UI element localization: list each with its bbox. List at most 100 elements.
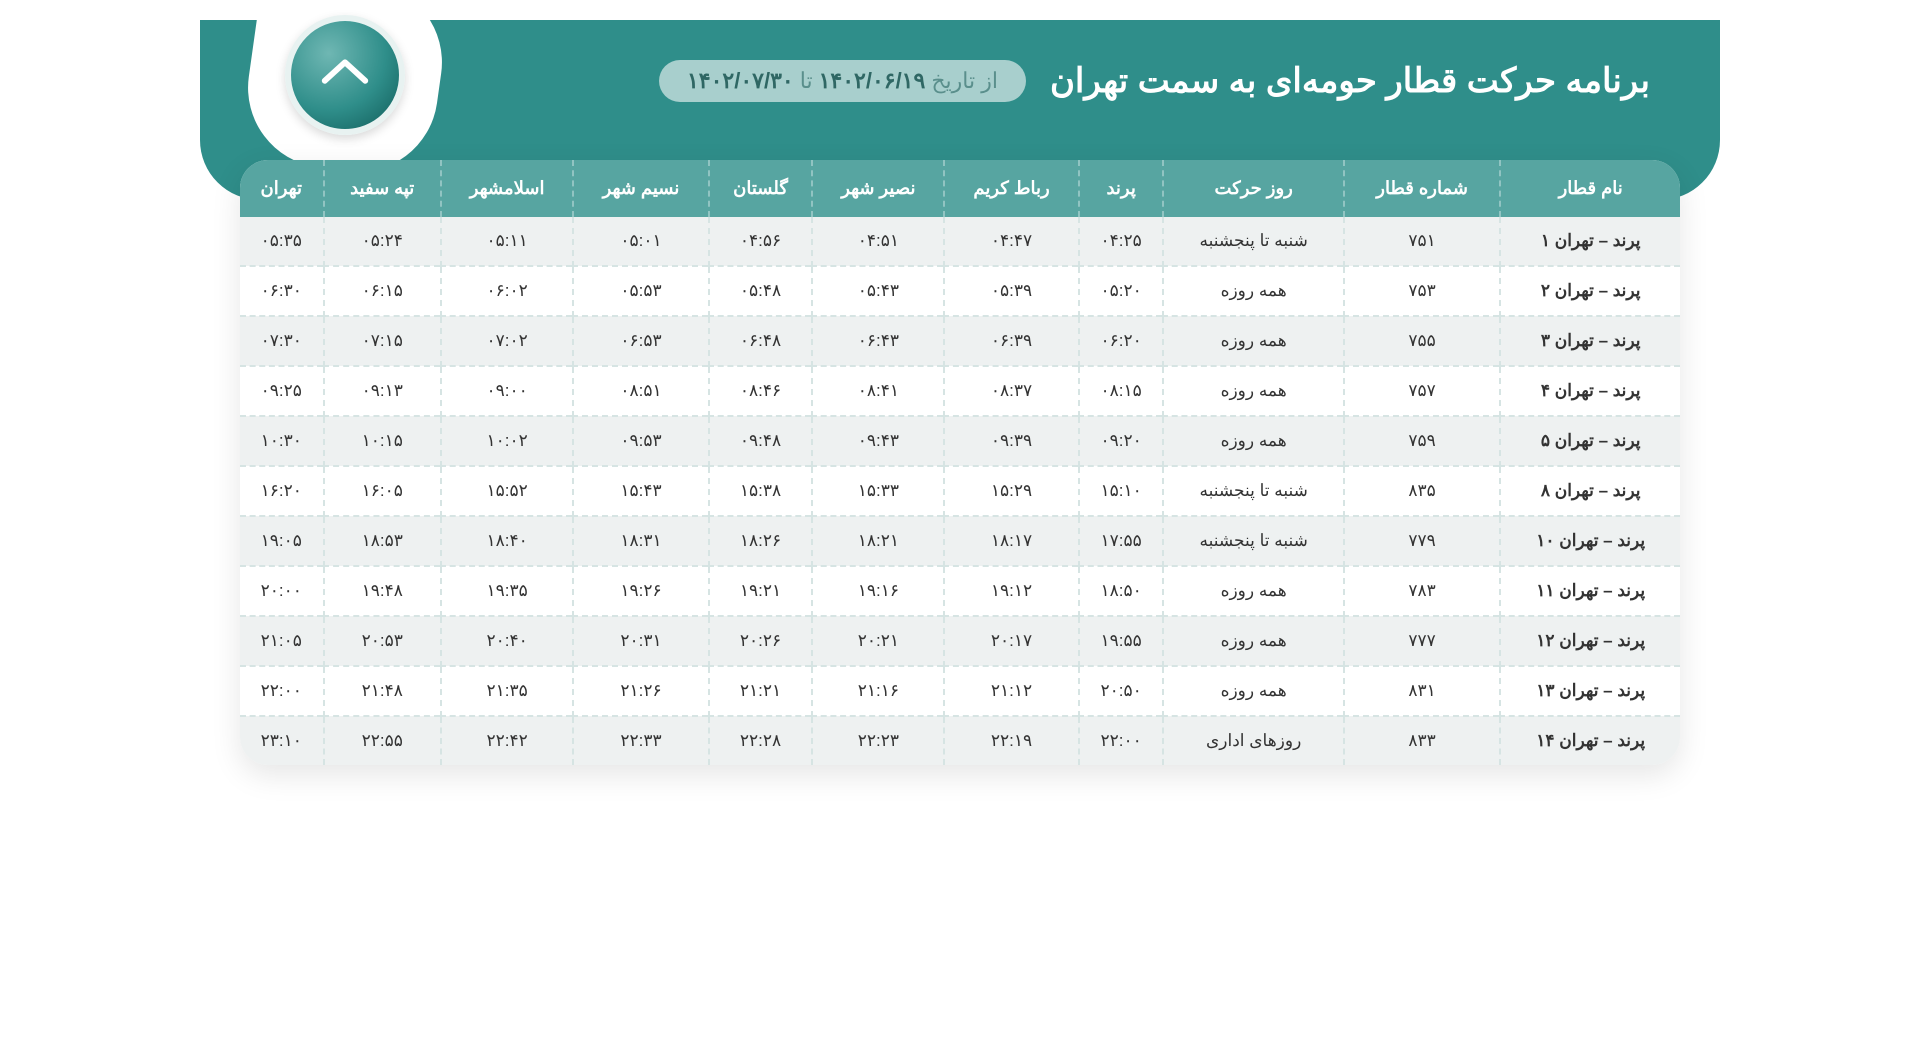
- table-cell: ۰۹:۴۸: [709, 416, 813, 466]
- table-cell: ۰۸:۳۷: [944, 366, 1079, 416]
- table-cell: ۰۴:۵۱: [812, 217, 944, 266]
- table-cell: ۰۵:۲۴: [324, 217, 441, 266]
- table-cell: ۷۵۷: [1344, 366, 1501, 416]
- table-cell: ۲۰:۵۰: [1079, 666, 1164, 716]
- table-cell: ۱۹:۰۵: [240, 516, 324, 566]
- table-cell: همه روزه: [1163, 366, 1343, 416]
- table-cell: ۲۲:۵۵: [324, 716, 441, 765]
- column-header: پرند: [1079, 160, 1164, 217]
- table-cell: ۸۳۵: [1344, 466, 1501, 516]
- table-cell: ۱۶:۲۰: [240, 466, 324, 516]
- table-cell: ۰۵:۳۵: [240, 217, 324, 266]
- column-header: نسیم شهر: [573, 160, 708, 217]
- table-row: پرند – تهران ۱۰۷۷۹شنبه تا پنجشنبه۱۷:۵۵۱۸…: [240, 516, 1680, 566]
- table-head: نام قطارشماره قطارروز حرکتپرندرباط کریمن…: [240, 160, 1680, 217]
- schedule-card: نام قطارشماره قطارروز حرکتپرندرباط کریمن…: [240, 160, 1680, 765]
- column-header: شماره قطار: [1344, 160, 1501, 217]
- table-cell: ۱۸:۲۶: [709, 516, 813, 566]
- table-cell: ۰۸:۴۶: [709, 366, 813, 416]
- column-header: رباط کریم: [944, 160, 1079, 217]
- table-cell: ۲۱:۴۸: [324, 666, 441, 716]
- table-cell: ۰۷:۳۰: [240, 316, 324, 366]
- table-cell: ۲۲:۳۳: [573, 716, 708, 765]
- table-cell: ۰۵:۵۳: [573, 266, 708, 316]
- table-cell: همه روزه: [1163, 266, 1343, 316]
- table-cell: ۰۶:۱۵: [324, 266, 441, 316]
- table-cell: ۰۶:۴۸: [709, 316, 813, 366]
- table-cell: ۱۹:۱۲: [944, 566, 1079, 616]
- table-cell: ۱۹:۳۵: [441, 566, 573, 616]
- table-cell: ۱۵:۱۰: [1079, 466, 1164, 516]
- date-from: ۱۴۰۲/۰۶/۱۹: [819, 68, 926, 94]
- schedule-table: نام قطارشماره قطارروز حرکتپرندرباط کریمن…: [240, 160, 1680, 765]
- table-cell: ۲۲:۲۳: [812, 716, 944, 765]
- column-header: تپه سفید: [324, 160, 441, 217]
- table-cell: ۷۷۷: [1344, 616, 1501, 666]
- table-cell: ۰۵:۴۳: [812, 266, 944, 316]
- table-cell: همه روزه: [1163, 616, 1343, 666]
- table-cell: پرند – تهران ۵: [1500, 416, 1680, 466]
- column-header: روز حرکت: [1163, 160, 1343, 217]
- table-cell: ۰۸:۵۱: [573, 366, 708, 416]
- table-cell: پرند – تهران ۱۰: [1500, 516, 1680, 566]
- column-header: نام قطار: [1500, 160, 1680, 217]
- table-cell: ۱۷:۵۵: [1079, 516, 1164, 566]
- table-cell: ۱۵:۴۳: [573, 466, 708, 516]
- table-cell: ۰۹:۲۰: [1079, 416, 1164, 466]
- table-cell: ۰۴:۴۷: [944, 217, 1079, 266]
- table-cell: ۰۵:۰۱: [573, 217, 708, 266]
- table-cell: همه روزه: [1163, 566, 1343, 616]
- table-row: پرند – تهران ۱۷۵۱شنبه تا پنجشنبه۰۴:۲۵۰۴:…: [240, 217, 1680, 266]
- table-cell: ۲۱:۱۶: [812, 666, 944, 716]
- table-row: پرند – تهران ۴۷۵۷همه روزه۰۸:۱۵۰۸:۳۷۰۸:۴۱…: [240, 366, 1680, 416]
- table-cell: ۱۸:۵۳: [324, 516, 441, 566]
- table-cell: ۱۵:۳۳: [812, 466, 944, 516]
- table-cell: پرند – تهران ۱۳: [1500, 666, 1680, 716]
- table-cell: ۰۶:۳۰: [240, 266, 324, 316]
- table-cell: ۷۵۹: [1344, 416, 1501, 466]
- table-cell: ۱۹:۱۶: [812, 566, 944, 616]
- table-cell: پرند – تهران ۴: [1500, 366, 1680, 416]
- table-cell: ۰۴:۵۶: [709, 217, 813, 266]
- table-cell: همه روزه: [1163, 416, 1343, 466]
- table-cell: ۰۵:۳۹: [944, 266, 1079, 316]
- table-row: پرند – تهران ۱۲۷۷۷همه روزه۱۹:۵۵۲۰:۱۷۲۰:۲…: [240, 616, 1680, 666]
- column-header: نصیر شهر: [812, 160, 944, 217]
- table-cell: ۱۰:۰۲: [441, 416, 573, 466]
- table-cell: ۰۵:۱۱: [441, 217, 573, 266]
- table-row: پرند – تهران ۸۸۳۵شنبه تا پنجشنبه۱۵:۱۰۱۵:…: [240, 466, 1680, 516]
- table-row: پرند – تهران ۱۱۷۸۳همه روزه۱۸:۵۰۱۹:۱۲۱۹:۱…: [240, 566, 1680, 616]
- table-cell: پرند – تهران ۳: [1500, 316, 1680, 366]
- table-cell: پرند – تهران ۲: [1500, 266, 1680, 316]
- table-cell: پرند – تهران ۱۴: [1500, 716, 1680, 765]
- table-cell: همه روزه: [1163, 666, 1343, 716]
- table-cell: ۲۰:۴۰: [441, 616, 573, 666]
- table-cell: ۱۹:۲۶: [573, 566, 708, 616]
- table-cell: ۰۶:۰۲: [441, 266, 573, 316]
- table-row: پرند – تهران ۱۳۸۳۱همه روزه۲۰:۵۰۲۱:۱۲۲۱:۱…: [240, 666, 1680, 716]
- table-cell: ۰۸:۴۱: [812, 366, 944, 416]
- table-cell: ۰۷:۰۲: [441, 316, 573, 366]
- column-header: گلستان: [709, 160, 813, 217]
- date-range-pill: از تاریخ ۱۴۰۲/۰۶/۱۹ تا ۱۴۰۲/۰۷/۳۰: [659, 60, 1026, 102]
- table-cell: ۰۵:۲۰: [1079, 266, 1164, 316]
- table-cell: ۱۸:۴۰: [441, 516, 573, 566]
- table-cell: ۲۰:۱۷: [944, 616, 1079, 666]
- table-cell: ۲۰:۲۱: [812, 616, 944, 666]
- table-cell: شنبه تا پنجشنبه: [1163, 516, 1343, 566]
- table-cell: ۲۱:۳۵: [441, 666, 573, 716]
- table-body: پرند – تهران ۱۷۵۱شنبه تا پنجشنبه۰۴:۲۵۰۴:…: [240, 217, 1680, 765]
- table-row: پرند – تهران ۵۷۵۹همه روزه۰۹:۲۰۰۹:۳۹۰۹:۴۳…: [240, 416, 1680, 466]
- hero-top-row: برنامه حرکت قطار حومه‌ای به سمت تهران از…: [270, 60, 1650, 102]
- table-cell: پرند – تهران ۱۱: [1500, 566, 1680, 616]
- table-cell: ۸۳۳: [1344, 716, 1501, 765]
- table-cell: ۱۰:۳۰: [240, 416, 324, 466]
- table-cell: ۷۸۳: [1344, 566, 1501, 616]
- column-header: تهران: [240, 160, 324, 217]
- table-cell: ۱۰:۱۵: [324, 416, 441, 466]
- date-label: از تاریخ: [931, 68, 998, 94]
- date-to: ۱۴۰۲/۰۷/۳۰: [687, 68, 794, 94]
- table-cell: پرند – تهران ۱: [1500, 217, 1680, 266]
- table-cell: ۰۹:۰۰: [441, 366, 573, 416]
- table-cell: ۱۸:۲۱: [812, 516, 944, 566]
